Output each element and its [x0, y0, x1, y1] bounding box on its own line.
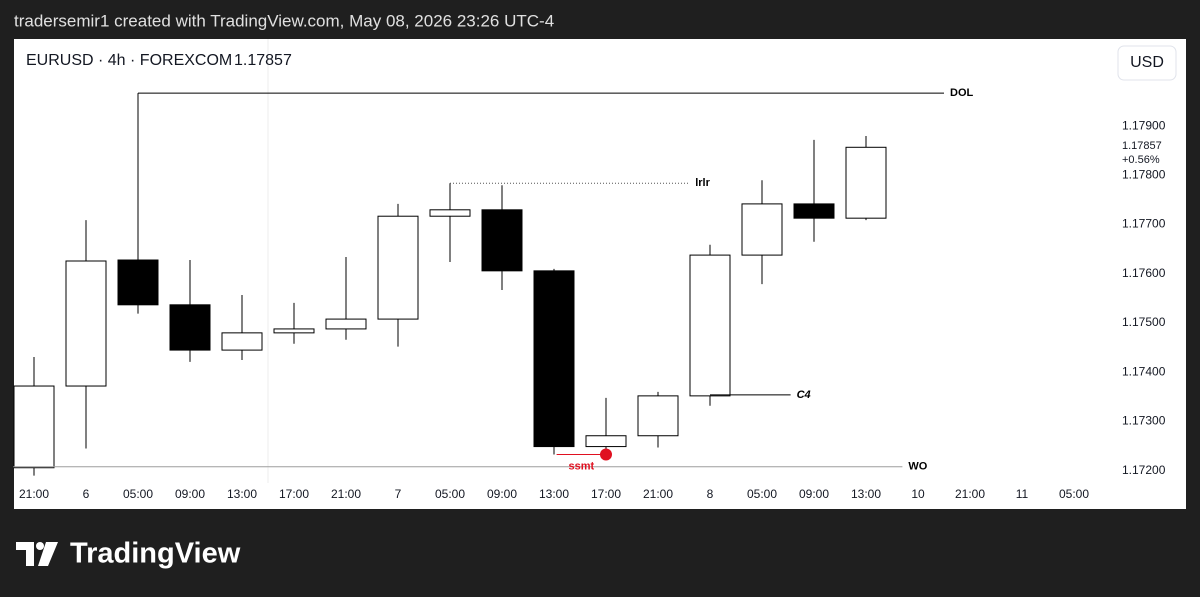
candle-body [117, 259, 159, 306]
brand: TradingView [70, 538, 241, 570]
annotation-label: C4 [797, 389, 811, 401]
x-tick-label: 11 [1016, 487, 1029, 501]
candle-body [429, 209, 471, 217]
annotation-label: DOL [950, 87, 974, 99]
x-tick-label: 05:00 [123, 487, 153, 501]
candle-body [585, 435, 627, 448]
x-tick-label: 17:00 [279, 487, 309, 501]
logo-icon [16, 542, 34, 566]
y-tick-label: 1.17200 [1122, 463, 1166, 477]
currency-label: USD [1130, 54, 1164, 71]
annotation-label: lrlr [695, 177, 710, 189]
candle-body [377, 215, 419, 320]
x-tick-label: 10 [911, 487, 925, 501]
currency-button[interactable] [1117, 45, 1177, 81]
chart-title: EURUSD · 4h · FOREXCOM [26, 52, 232, 69]
x-tick-label: 21:00 [643, 487, 673, 501]
logo-icon [36, 542, 44, 550]
x-tick-label: 6 [83, 487, 90, 501]
annotation-label: WO [908, 461, 927, 473]
candle-body [325, 318, 367, 330]
candle-body [273, 328, 315, 334]
x-tick-label: 05:00 [435, 487, 465, 501]
candle-body [533, 270, 575, 448]
candle-body [169, 304, 211, 351]
x-tick-label: 05:00 [747, 487, 777, 501]
x-tick-label: 21:00 [955, 487, 985, 501]
attribution: tradersemir1 created with TradingView.co… [14, 11, 554, 30]
title-price: 1.17857 [234, 52, 292, 69]
annotation-label: ssmt [568, 460, 594, 472]
candle-body [13, 385, 55, 469]
candle-body [689, 254, 731, 397]
x-tick-label: 8 [707, 487, 714, 501]
x-tick-label: 13:00 [227, 487, 257, 501]
x-tick-label: 13:00 [851, 487, 881, 501]
y-tick-label: 1.17600 [1122, 266, 1166, 280]
candle-body [481, 209, 523, 272]
x-tick-label: 05:00 [1059, 487, 1089, 501]
y-tick-label: 1.17800 [1122, 168, 1166, 182]
logo-icon [38, 542, 58, 566]
x-tick-label: 21:00 [19, 487, 49, 501]
candle-body [65, 260, 107, 387]
last-price-label: 1.17857 [1122, 140, 1162, 152]
candle-body [793, 203, 835, 219]
x-tick-label: 21:00 [331, 487, 361, 501]
y-tick-label: 1.17400 [1122, 364, 1166, 378]
y-tick-label: 1.17500 [1122, 315, 1166, 329]
x-tick-label: 09:00 [799, 487, 829, 501]
chart-panel [14, 39, 1186, 509]
x-tick-label: 17:00 [591, 487, 621, 501]
x-tick-label: 09:00 [175, 487, 205, 501]
candle-body [637, 395, 679, 437]
x-tick-label: 09:00 [487, 487, 517, 501]
y-tick-label: 1.17900 [1122, 118, 1166, 132]
candle-body [845, 146, 887, 219]
candle-body [741, 203, 783, 256]
x-tick-label: 7 [395, 487, 402, 501]
y-tick-label: 1.17700 [1122, 217, 1166, 231]
x-tick-label: 13:00 [539, 487, 569, 501]
annotation-marker [600, 448, 612, 461]
tradingview-logo: TradingView [16, 538, 241, 570]
change-label: +0.56% [1122, 154, 1160, 166]
y-tick-label: 1.17300 [1122, 414, 1166, 428]
candle-body [221, 332, 263, 351]
